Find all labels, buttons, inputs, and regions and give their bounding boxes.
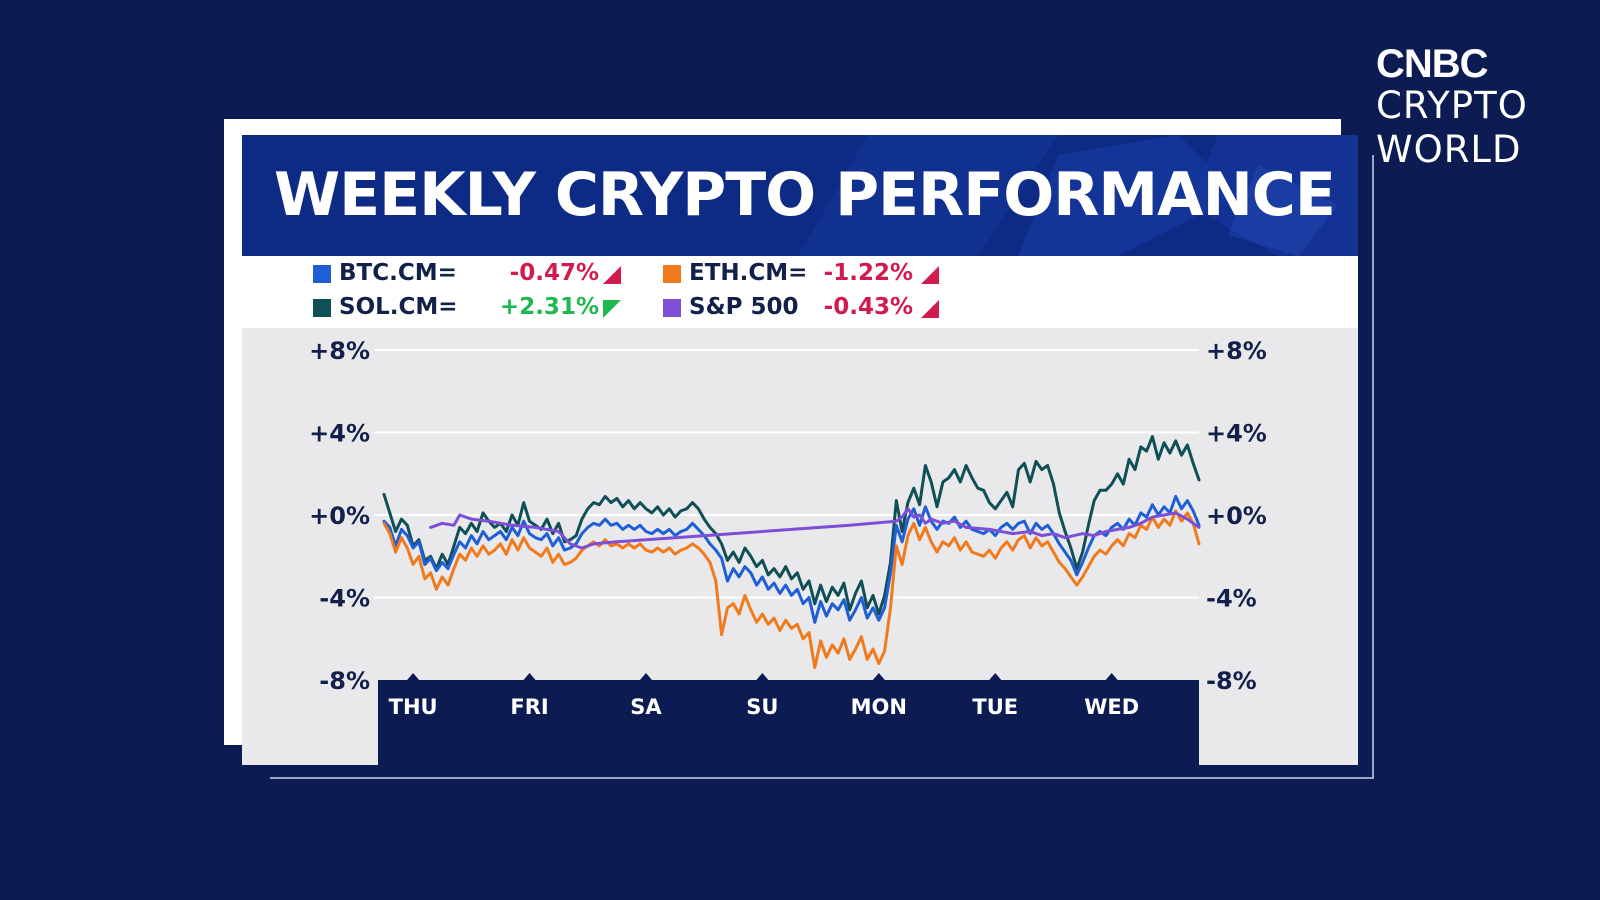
y-tick-label-left: +4% bbox=[309, 420, 370, 448]
down-arrow-icon bbox=[921, 266, 939, 284]
title-bar: WEEKLY CRYPTO PERFORMANCE bbox=[242, 135, 1358, 256]
brand-line-1: CRYPTO bbox=[1376, 84, 1528, 127]
x-tick-mark bbox=[523, 673, 536, 680]
chart-card: WEEKLY CRYPTO PERFORMANCE BTC.CM= -0.47%… bbox=[242, 135, 1358, 765]
x-tick-label: SU bbox=[746, 695, 778, 719]
legend-change-sol: +2.31% bbox=[499, 294, 599, 320]
x-tick-label: TUE bbox=[972, 695, 1018, 719]
legend-swatch-sol bbox=[313, 299, 331, 317]
legend-swatch-eth bbox=[663, 265, 681, 283]
chart-title: WEEKLY CRYPTO PERFORMANCE bbox=[274, 160, 1336, 230]
legend-label-sol: SOL.CM= bbox=[339, 294, 458, 320]
legend-change-btc: -0.47% bbox=[509, 260, 599, 286]
brand-block: CNBC CRYPTO WORLD bbox=[1376, 44, 1528, 172]
y-tick-label-left: -8% bbox=[319, 667, 370, 695]
x-tick-mark bbox=[1105, 673, 1118, 680]
x-tick-label: THU bbox=[389, 695, 438, 719]
y-tick-label-left: +0% bbox=[309, 502, 370, 530]
legend-item-sol: SOL.CM= +2.31% bbox=[313, 292, 623, 322]
x-tick-label: SA bbox=[630, 695, 662, 719]
series-line-eth bbox=[382, 509, 1201, 670]
series-line-sol bbox=[382, 435, 1201, 616]
y-tick-label-right: -4% bbox=[1206, 585, 1257, 613]
legend-label-btc: BTC.CM= bbox=[339, 260, 457, 286]
legend-change-eth: -1.22% bbox=[823, 260, 913, 286]
legend: BTC.CM= -0.47% ETH.CM= -1.22% SOL.CM= +2… bbox=[242, 256, 1358, 328]
x-tick-mark bbox=[756, 673, 769, 680]
x-tick-mark bbox=[639, 673, 652, 680]
legend-swatch-btc bbox=[313, 265, 331, 283]
x-tick-mark bbox=[872, 673, 885, 680]
y-tick-label-left: -4% bbox=[319, 585, 370, 613]
x-tick-label: WED bbox=[1084, 695, 1139, 719]
down-arrow-icon bbox=[921, 300, 939, 318]
down-arrow-icon bbox=[603, 266, 621, 284]
brand-line-2: WORLD bbox=[1376, 128, 1522, 171]
y-tick-label-right: +4% bbox=[1206, 420, 1267, 448]
up-arrow-icon bbox=[603, 300, 621, 318]
legend-item-btc: BTC.CM= -0.47% bbox=[313, 258, 623, 288]
y-tick-label-right: +8% bbox=[1206, 337, 1267, 365]
x-axis-band bbox=[378, 680, 1199, 765]
legend-item-eth: ETH.CM= -1.22% bbox=[663, 258, 973, 288]
brand-logo: CNBC bbox=[1376, 42, 1489, 86]
legend-label-eth: ETH.CM= bbox=[689, 260, 808, 286]
y-tick-label-right: -8% bbox=[1206, 667, 1257, 695]
x-tick-label: MON bbox=[851, 695, 907, 719]
x-tick-mark bbox=[989, 673, 1002, 680]
title-decoration bbox=[798, 135, 1358, 256]
y-tick-label-left: +8% bbox=[309, 337, 370, 365]
legend-swatch-sp500 bbox=[663, 299, 681, 317]
x-tick-label: FRI bbox=[510, 695, 548, 719]
legend-change-sp500: -0.43% bbox=[823, 294, 913, 320]
y-tick-label-right: +0% bbox=[1206, 502, 1267, 530]
chart-card-outline bbox=[270, 155, 1374, 779]
x-tick-mark bbox=[407, 673, 420, 680]
legend-label-sp500: S&P 500 bbox=[689, 294, 799, 320]
series-line-btc bbox=[382, 494, 1201, 624]
legend-item-sp500: S&P 500 -0.43% bbox=[663, 292, 973, 322]
chart-plot: +8% +8% +4% +4% +0% +0% -4% -4% -8% -8% THU FRI SA SU… bbox=[309, 337, 1267, 765]
series-line-sp500 bbox=[429, 507, 1201, 550]
